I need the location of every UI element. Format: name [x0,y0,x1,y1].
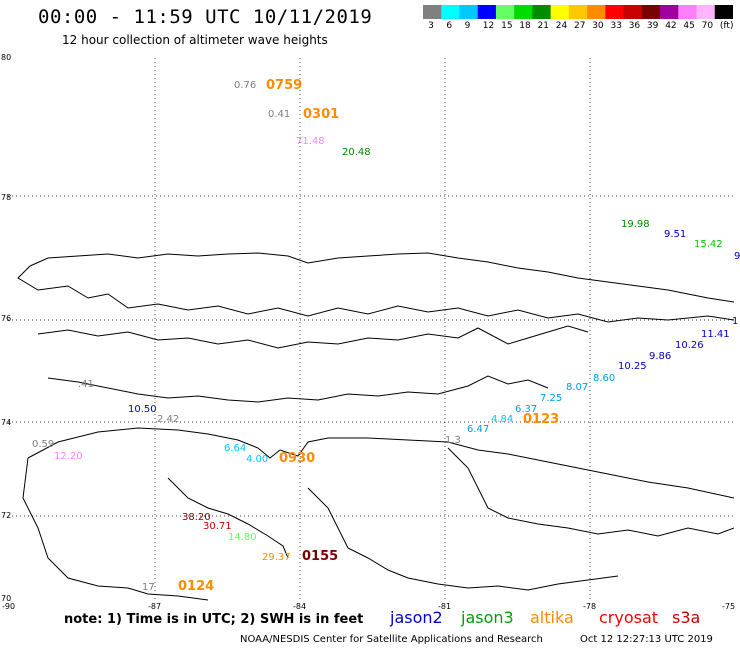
colorbar-tick-label: 12 [482,21,495,31]
obs-label: 8.60 [593,373,616,384]
colorbar-labels: 3 6 9 12 15 18 21 24 27 30 33 36 39 42 45 70 (ft) [423,21,740,33]
colorbar-swatch [623,5,643,19]
obs-label: 2.42 [157,414,180,425]
colorbar-tick-label: 18 [519,21,531,31]
generated-timestamp: Oct 12 12:27:13 UTC 2019 [580,634,713,645]
colorbar-swatch [550,5,570,19]
graticule [8,58,734,602]
lat-label-76: 76 [1,314,12,323]
obs-label: 4.00 [246,454,269,465]
lat-label-72: 72 [1,511,12,520]
legend-jason3: jason3 [461,608,514,627]
colorbar-tick-label: 15 [501,21,513,31]
colorbar-swatch [423,5,442,19]
footer-note: note: 1) Time is in UTC; 2) SWH is in fe… [64,612,364,627]
pass-time-label: 0301 [303,107,340,122]
wave-height-colorbar [423,5,733,19]
colorbar-tick-label: 6 [446,21,453,31]
legend-altika: altika [530,608,574,627]
obs-label: 71.48 [296,136,325,147]
obs-label: 0.76 [234,80,257,91]
obs-label: 1.3 [445,435,461,446]
obs-label: 1 [732,316,739,327]
colorbar-tick-label: 9 [464,21,471,31]
obs-label: 29.37 [262,552,291,563]
lon-label-90: -90 [2,602,16,611]
obs-label: .41 [78,379,94,390]
map-subtitle: 12 hour collection of altimeter wave hei… [62,33,328,47]
colorbar-swatch [587,5,606,19]
colorbar-tick-label: 3 [428,21,434,31]
colorbar-swatch [696,5,716,19]
colorbar-tick-label: 70 [701,21,714,31]
obs-label: 0.41 [268,109,291,120]
colorbar-swatch [532,5,552,19]
colorbar-swatch [568,5,588,19]
colorbar-swatch [678,5,698,19]
pass-time-label: 0123 [523,412,560,427]
obs-label: 4.84 [491,414,514,425]
colorbar-swatch [441,5,460,19]
obs-label: 12.20 [54,451,83,462]
obs-label: 10.50 [128,404,157,415]
legend-cryosat: cryosat [599,608,659,627]
obs-label: 19.98 [621,219,650,230]
lon-label-84: -84 [293,602,307,611]
obs-label: 14.80 [228,532,257,543]
colorbar-swatch [605,5,625,19]
colorbar-tick-label: (ft) [719,21,734,31]
colorbar-tick-label: 30 [592,21,604,31]
map-area [8,58,734,602]
obs-label: 10.26 [675,340,704,351]
lat-label-80: 80 [1,53,12,62]
lat-label-70: 70 [1,594,12,603]
colorbar-swatch [714,5,733,19]
colorbar-tick-label: 45 [683,21,695,31]
colorbar-swatch [660,5,679,19]
pass-time-label: 0759 [266,78,303,93]
colorbar-tick-label: 24 [555,21,568,31]
lon-label-81: -81 [438,602,452,611]
lat-label-74: 74 [1,418,12,427]
pass-time-label: 0124 [178,579,215,594]
obs-label: 7.25 [540,393,563,404]
obs-label: 20.48 [342,147,371,158]
obs-label: 17 [142,582,155,593]
legend-s3a: s3a [672,608,701,627]
obs-label: 9.51 [664,229,687,240]
coastlines [17,252,734,601]
obs-label: 30.71 [203,521,232,532]
lon-label-87: -87 [148,602,162,611]
lon-label-78: -78 [583,602,597,611]
obs-label: 0.59 [32,439,55,450]
colorbar-tick-label: 39 [646,21,659,31]
colorbar-tick-label: 33 [610,21,622,31]
colorbar-swatch [459,5,479,19]
colorbar-swatch [514,5,533,19]
obs-label: 11.41 [701,329,730,340]
colorbar-swatch [495,5,515,19]
lat-label-78: 78 [1,193,12,202]
obs-label: 15.42 [694,239,723,250]
pass-time-label: 0930 [279,451,316,466]
obs-label: 9 [734,251,740,262]
colorbar-tick-label: 27 [574,21,586,31]
lon-label-75: -75 [722,602,736,611]
obs-label: 6.64 [224,443,247,454]
colorbar-tick-label: 36 [628,21,641,31]
pass-time-label: 0155 [302,549,339,564]
map-title: 00:00 - 11:59 UTC 10/11/2019 [38,6,373,28]
obs-label: 10.25 [618,361,647,372]
obs-label: 8.07 [566,382,589,393]
legend-jason2: jason2 [390,608,443,627]
colorbar-tick-label: 21 [537,21,549,31]
colorbar-tick-label: 42 [665,21,677,31]
obs-label: 6.37 [515,404,538,415]
obs-label: 38.20 [182,512,211,523]
colorbar-swatch [477,5,497,19]
colorbar-swatch [641,5,661,19]
obs-label: 9.86 [649,351,672,362]
credit-line: NOAA/NESDIS Center for Satellite Applica… [240,634,543,645]
obs-label: 6.47 [467,424,490,435]
